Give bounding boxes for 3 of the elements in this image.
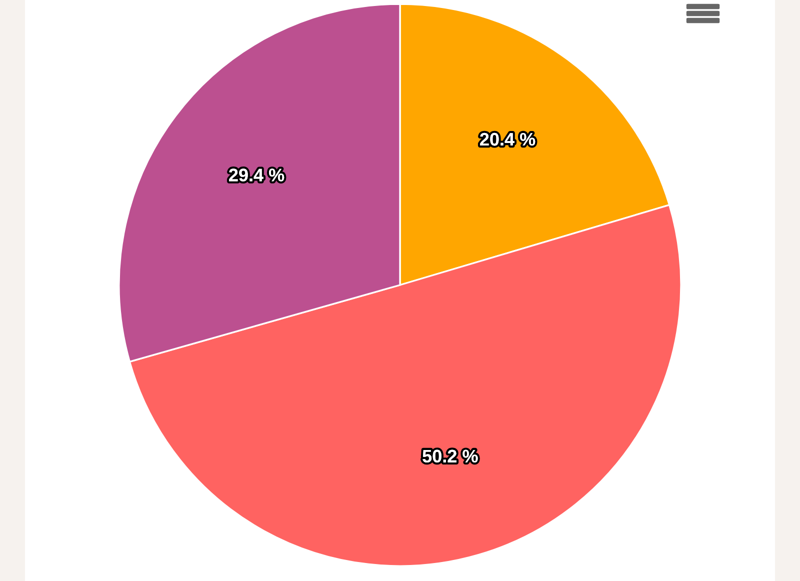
data-label: 29.4 %: [229, 168, 284, 182]
data-label: 50.2 %: [422, 450, 478, 463]
data-label: 20.4 %: [480, 132, 536, 146]
